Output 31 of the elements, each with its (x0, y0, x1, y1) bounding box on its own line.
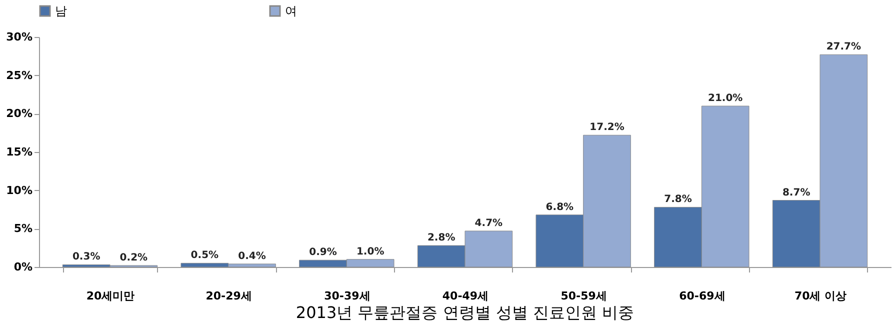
y-tick-label: 20% (6, 107, 32, 120)
x-tick-label: 40-49세 (442, 290, 489, 302)
legend-label: 여 (285, 4, 297, 18)
data-label: 2.8% (427, 232, 456, 244)
x-tick-label: 60-69세 (679, 290, 726, 302)
data-label: 0.5% (190, 250, 219, 262)
data-label: 8.7% (782, 187, 810, 198)
x-tick-label: 30-39세 (324, 290, 370, 302)
data-label: 0.9% (309, 247, 337, 258)
y-tick-label: 0% (14, 260, 32, 274)
y-tick-label: 30% (6, 30, 32, 44)
x-tick-label: 20세미만 (86, 290, 135, 302)
y-tick-label: 5% (14, 222, 32, 236)
data-label: 21.0% (708, 93, 743, 104)
y-tick-label: 10% (6, 184, 32, 197)
data-label: 0.2% (120, 252, 148, 264)
x-tick-label: 70세 이상 (794, 290, 847, 302)
text: 2013년 무릎관절증 연령별 성별 진료인원 비중 (296, 303, 634, 322)
x-tick-label: 50-59세 (560, 290, 607, 302)
data-label: 0.4% (238, 250, 266, 262)
data-label: 0.3% (72, 252, 100, 263)
data-label: 17.2% (590, 122, 624, 134)
data-label: 6.8% (546, 202, 574, 213)
x-tick-label: 20-29세 (206, 290, 252, 302)
legend-label: 남 (55, 4, 67, 18)
y-tick-label: 15% (6, 146, 32, 158)
y-tick-label: 25% (6, 68, 32, 82)
data-label: 4.7% (474, 218, 503, 229)
data-label: 1.0% (356, 246, 384, 258)
data-label: 27.7% (826, 42, 862, 53)
data-label: 7.8% (664, 194, 692, 206)
